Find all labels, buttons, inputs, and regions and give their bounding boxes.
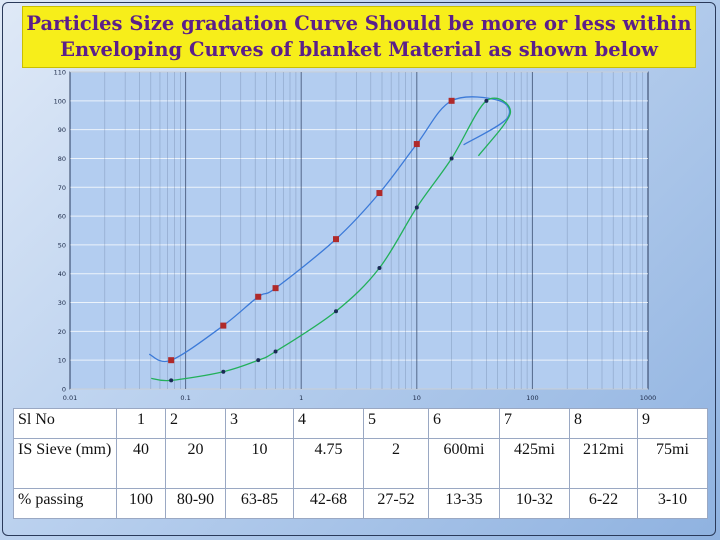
cell: 4.75 [293,438,364,489]
cell: 6-22 [569,488,638,519]
cell: 9 [637,408,708,439]
cell: 42-68 [293,488,364,519]
upper-envelope-point [332,236,339,243]
cell: 600mi [428,438,500,489]
cell: 10-32 [499,488,570,519]
cell: 1 [116,408,166,439]
cell: 20 [165,438,226,489]
cell: 13-35 [428,488,500,519]
lower-envelope-point [273,349,278,354]
grid-lines [69,71,648,390]
y-tick-label: 100 [54,97,66,105]
x-tick-label: 100 [526,394,538,402]
upper-envelope-point [255,293,262,300]
x-tick-label: 0.01 [63,394,77,402]
lower-envelope-point [449,156,454,161]
x-tick-label: 1 [299,394,303,402]
cell: 63-85 [225,488,294,519]
cell: 7 [499,408,570,439]
row-is-sieve: IS Sieve (mm) 40 20 10 4.75 2 600mi 425m… [13,438,708,489]
title-line-1: Particles Size gradation Curve Should be… [26,12,692,35]
y-tick-label: 30 [58,299,66,307]
x-tick-label: 1000 [640,394,657,402]
cell: 5 [363,408,429,439]
cell: 80-90 [165,488,226,519]
sieve-table: Sl No 1 2 3 4 5 6 7 8 9 IS Sieve (mm) 40… [13,408,708,519]
y-tick-label: 0 [62,386,66,394]
row-sl-no: Sl No 1 2 3 4 5 6 7 8 9 [13,408,708,439]
lower-envelope-point [169,378,174,383]
cell: 10 [225,438,294,489]
cell: 8 [569,408,638,439]
lower-envelope-point [377,265,382,270]
cell: 27-52 [363,488,429,519]
cell: 4 [293,408,364,439]
x-tick-label: 10 [413,394,421,402]
cell: 2 [165,408,226,439]
y-tick-labels: 0 10 20 30 40 50 60 70 80 90 100 110 [54,69,66,394]
y-tick-label: 60 [58,213,66,221]
y-tick-label: 20 [58,328,66,336]
row-label: IS Sieve (mm) [13,438,117,489]
upper-envelope-point [272,285,279,292]
row-percent-passing: % passing 100 80-90 63-85 42-68 27-52 13… [13,488,708,519]
upper-envelope-point [448,97,455,104]
y-tick-label: 40 [58,270,66,278]
upper-envelope-point [220,322,227,329]
cell: 425mi [499,438,570,489]
y-tick-label: 70 [58,184,66,192]
y-tick-label: 10 [58,357,66,365]
cell: 75mi [637,438,708,489]
title-line-2: Enveloping Curves of blanket Material as… [60,38,658,61]
slide-title: Particles Size gradation Curve Should be… [22,6,696,68]
upper-envelope-point [376,190,383,197]
y-tick-label: 50 [58,241,66,249]
lower-envelope-point [414,205,419,210]
lower-envelope-point [256,358,261,363]
cell: 6 [428,408,500,439]
y-tick-label: 110 [54,69,66,77]
cell: 40 [116,438,166,489]
cell: 3 [225,408,294,439]
lower-envelope-point [221,369,226,374]
cell: 3-10 [637,488,708,519]
row-label: % passing [13,488,117,519]
y-tick-label: 80 [58,155,66,163]
upper-envelope-point [413,141,420,148]
cell: 2 [363,438,429,489]
y-tick-label: 90 [58,126,66,134]
x-tick-label: 0.1 [180,394,190,402]
lower-envelope-point [484,98,489,103]
cell: 212mi [569,438,638,489]
lower-envelope-point [333,309,338,314]
upper-envelope-point [168,357,175,364]
series-markers [168,97,489,383]
plot-area [69,71,649,390]
row-label: Sl No [13,408,117,439]
cell: 100 [116,488,166,519]
x-tick-labels: 0.01 0.1 1 10 100 1000 [63,394,657,402]
